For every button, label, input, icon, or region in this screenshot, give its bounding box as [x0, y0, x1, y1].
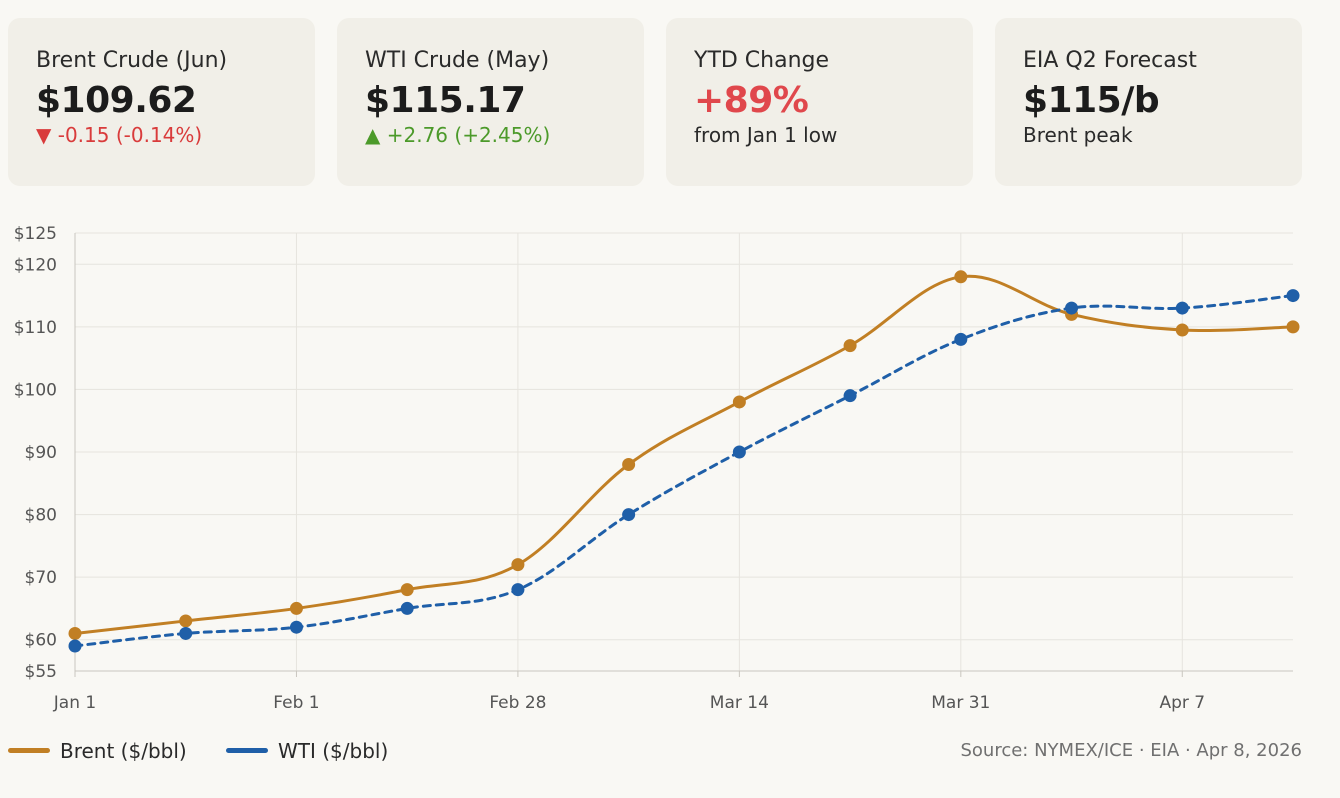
- y-tick-label: $90: [25, 443, 57, 463]
- card-change: ▲ +2.76 (+2.45%): [365, 122, 644, 148]
- x-tick-label: Mar 31: [931, 693, 990, 713]
- card-value: $115/b: [1023, 78, 1302, 124]
- data-point-wti: [1065, 302, 1078, 315]
- card-label: Brent Crude (Jun): [36, 46, 315, 76]
- card-change: ▼ -0.15 (-0.14%): [36, 122, 315, 148]
- data-point-brent: [179, 614, 192, 627]
- card-value: $115.17: [365, 78, 644, 124]
- legend-label-wti: WTI ($/bbl): [278, 739, 388, 763]
- card-ytd-change: YTD Change +89% from Jan 1 low: [666, 18, 973, 186]
- data-point-wti: [954, 333, 967, 346]
- x-tick-label: Feb 1: [273, 693, 319, 713]
- data-point-brent: [733, 395, 746, 408]
- data-point-wti: [1176, 302, 1189, 315]
- card-note: from Jan 1 low: [694, 122, 973, 148]
- x-tick-label: Mar 14: [710, 693, 769, 713]
- y-tick-label: $120: [14, 255, 57, 275]
- data-point-brent: [401, 583, 414, 596]
- card-note: Brent peak: [1023, 122, 1302, 148]
- x-tick-label: Jan 1: [53, 693, 96, 713]
- data-point-brent: [290, 602, 303, 615]
- card-value: $109.62: [36, 78, 315, 124]
- price-line-chart: $55 $60 $70 $80 $90 $100 $110 $120 $125 Jan 1 Feb …: [0, 210, 1340, 725]
- data-point-brent: [622, 458, 635, 471]
- y-tick-label: $125: [14, 224, 57, 244]
- card-brent: Brent Crude (Jun) $109.62 ▼ -0.15 (-0.14…: [8, 18, 315, 186]
- y-tick-label: $70: [25, 568, 57, 588]
- card-wti: WTI Crude (May) $115.17 ▲ +2.76 (+2.45%): [337, 18, 644, 186]
- card-label: WTI Crude (May): [365, 46, 644, 76]
- data-point-brent: [69, 627, 82, 640]
- legend-item-wti[interactable]: WTI ($/bbl): [226, 736, 388, 766]
- legend-swatch-brent: [8, 748, 50, 753]
- data-point-wti: [733, 446, 746, 459]
- data-point-brent: [844, 339, 857, 352]
- y-tick-label: $110: [14, 318, 57, 338]
- data-point-wti: [179, 627, 192, 640]
- data-point-wti: [622, 508, 635, 521]
- data-point-wti: [844, 389, 857, 402]
- card-label: EIA Q2 Forecast: [1023, 46, 1302, 76]
- card-value: +89%: [694, 78, 973, 124]
- data-point-wti: [401, 602, 414, 615]
- y-tick-label: $60: [25, 631, 57, 651]
- source-note: Source: NYMEX/ICE · EIA · Apr 8, 2026: [960, 736, 1302, 766]
- summary-cards: Brent Crude (Jun) $109.62 ▼ -0.15 (-0.14…: [8, 18, 1303, 186]
- legend-item-brent[interactable]: Brent ($/bbl): [8, 736, 187, 766]
- data-point-wti: [511, 583, 524, 596]
- y-tick-label: $80: [25, 506, 57, 526]
- y-tick-label: $100: [14, 380, 57, 400]
- data-point-wti: [290, 621, 303, 634]
- data-point-wti: [69, 639, 82, 652]
- data-point-wti: [1287, 289, 1300, 302]
- data-point-brent: [1176, 323, 1189, 336]
- card-label: YTD Change: [694, 46, 973, 76]
- legend-swatch-wti: [226, 748, 268, 753]
- data-point-brent: [1287, 320, 1300, 333]
- y-tick-label: $55: [25, 662, 57, 682]
- data-point-brent: [511, 558, 524, 571]
- card-eia-forecast: EIA Q2 Forecast $115/b Brent peak: [995, 18, 1302, 186]
- x-tick-label: Feb 28: [489, 693, 546, 713]
- legend-label-brent: Brent ($/bbl): [60, 739, 187, 763]
- series-line-brent: [75, 276, 1293, 633]
- series-line-wti: [75, 296, 1293, 646]
- x-tick-label: Apr 7: [1159, 693, 1205, 713]
- data-point-brent: [954, 270, 967, 283]
